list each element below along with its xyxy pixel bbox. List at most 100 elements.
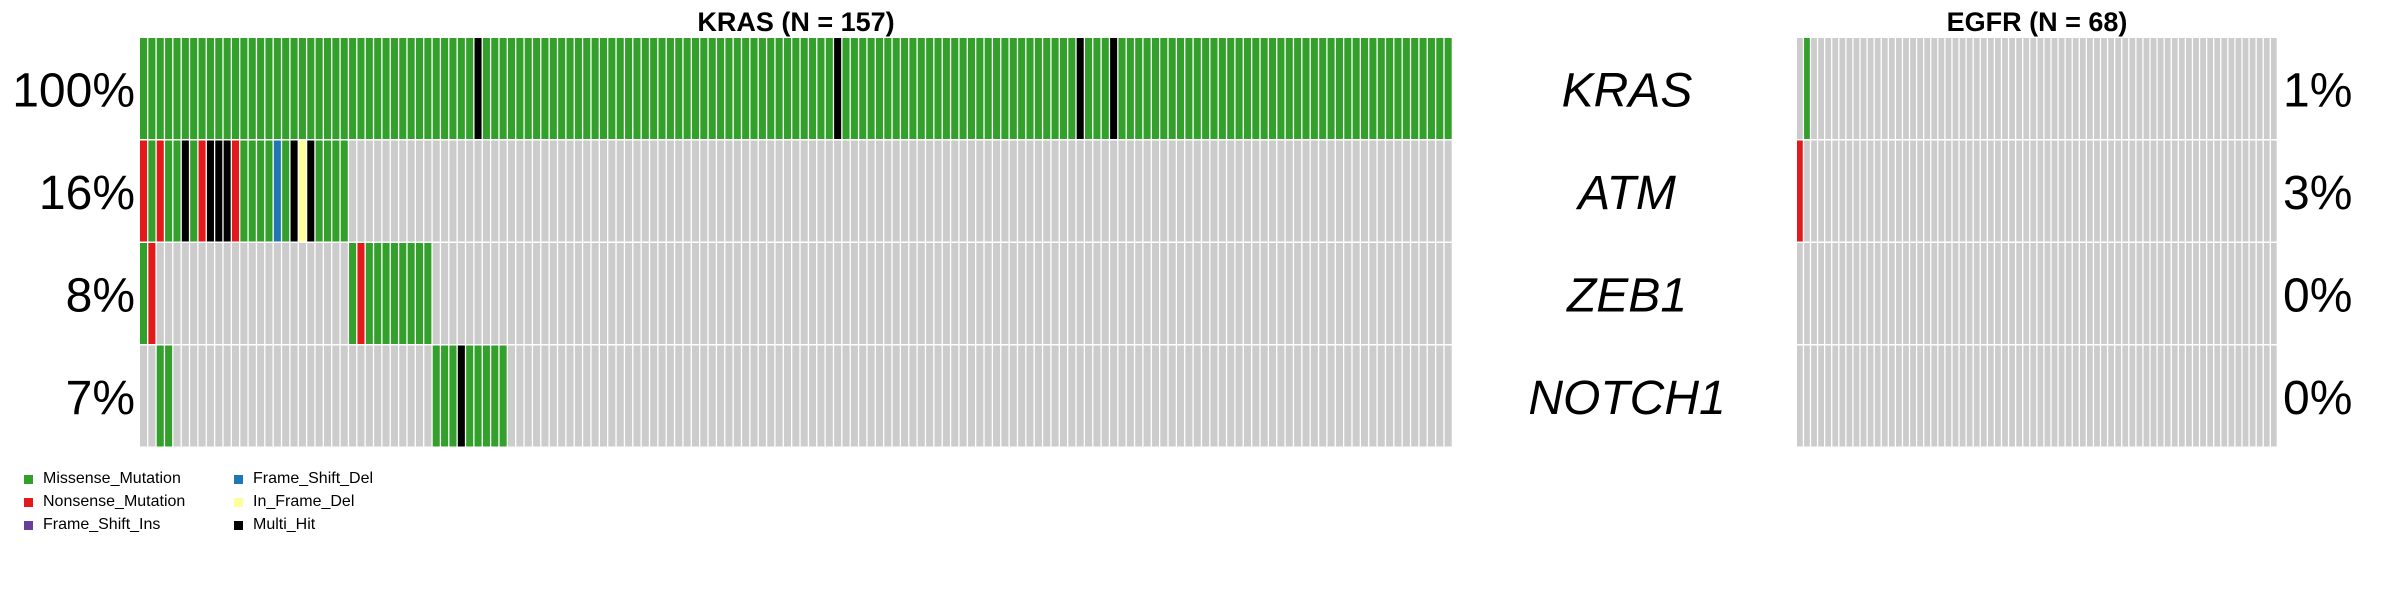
mutation-cell xyxy=(148,38,156,139)
mutation-cell xyxy=(683,38,691,139)
mutation-cell xyxy=(2002,140,2008,242)
mutation-cell xyxy=(850,140,858,242)
mutation-cell xyxy=(675,140,683,242)
mutation-cell xyxy=(942,243,950,344)
mutation-cell xyxy=(541,140,549,242)
mutation-cell xyxy=(1202,345,1210,447)
mutation-cell xyxy=(1302,140,1310,242)
mutation-cell xyxy=(2115,243,2122,344)
mutation-cell xyxy=(1931,38,1938,139)
mutation-cell xyxy=(658,140,666,242)
mutation-cell xyxy=(859,243,867,344)
mutation-cell xyxy=(1832,243,1839,344)
mutation-cell xyxy=(1294,38,1302,139)
mutation-cell xyxy=(2023,345,2030,447)
mutation-cell xyxy=(1818,345,1824,447)
mutation-cell xyxy=(1980,38,1987,139)
mutation-cell xyxy=(2263,243,2270,344)
mutation-cell xyxy=(967,243,975,344)
mutation-cell xyxy=(357,345,365,447)
mutation-cell xyxy=(223,345,231,447)
mutation-cell xyxy=(993,140,1001,242)
mutation-cell xyxy=(1043,38,1051,139)
mutation-cell xyxy=(1227,243,1235,344)
legend-swatch xyxy=(24,520,33,530)
legend-item: In_Frame_Del xyxy=(234,493,354,511)
mutation-cell xyxy=(1143,345,1151,447)
mutation-cell xyxy=(265,140,273,242)
mutation-cell xyxy=(1051,38,1059,139)
mutation-cell xyxy=(2171,140,2178,242)
mutation-cell xyxy=(482,345,490,447)
mutation-cell xyxy=(951,243,959,344)
mutation-cell xyxy=(365,38,373,139)
mutation-cell xyxy=(2143,38,2150,139)
mutation-cell xyxy=(323,243,332,344)
percent-label: 7% xyxy=(66,372,135,425)
mutation-cell xyxy=(382,243,390,344)
mutation-cell xyxy=(825,38,833,139)
mutation-cell xyxy=(2228,38,2235,139)
mutation-cell xyxy=(1210,38,1218,139)
mutation-cell xyxy=(842,345,850,447)
mutation-cell xyxy=(884,140,892,242)
mutation-cell xyxy=(1987,140,1994,242)
mutation-cell xyxy=(2171,345,2178,447)
mutation-cell xyxy=(1924,243,1931,344)
mutation-cell xyxy=(625,38,633,139)
mutation-cell xyxy=(1867,345,1874,447)
mutation-cell xyxy=(2164,345,2171,447)
mutation-cell xyxy=(2129,243,2136,344)
mutation-cell xyxy=(1059,345,1067,447)
mutation-cell xyxy=(1980,140,1987,242)
mutation-cell xyxy=(1018,243,1026,344)
mutation-cell xyxy=(608,345,616,447)
mutation-cell xyxy=(390,140,398,242)
mutation-cell xyxy=(1294,243,1302,344)
mutation-cell xyxy=(215,345,223,447)
mutation-cell xyxy=(1945,345,1952,447)
mutation-cell xyxy=(1839,140,1846,242)
mutation-cell xyxy=(591,140,599,242)
mutation-cell xyxy=(2030,243,2037,344)
mutation-cell xyxy=(2200,345,2206,447)
mutation-cell xyxy=(140,243,148,344)
mutation-cell xyxy=(625,140,633,242)
mutation-cell xyxy=(1001,38,1009,139)
mutation-cell xyxy=(2235,38,2242,139)
mutation-cell xyxy=(2115,345,2122,447)
mutation-cell xyxy=(1160,345,1168,447)
mutation-cell xyxy=(750,345,758,447)
mutation-cell xyxy=(2157,140,2164,242)
mutation-cell xyxy=(156,140,164,242)
mutation-cell xyxy=(181,243,189,344)
mutation-cell xyxy=(282,140,290,242)
mutation-cell xyxy=(1252,140,1260,242)
mutation-cell xyxy=(1888,243,1895,344)
mutation-cell xyxy=(2242,243,2249,344)
mutation-cell xyxy=(223,243,231,344)
mutation-cell xyxy=(742,38,750,139)
mutation-cell xyxy=(1959,38,1966,139)
mutation-cell xyxy=(2037,140,2044,242)
mutation-cell xyxy=(1285,243,1293,344)
mutation-cell xyxy=(516,140,524,242)
mutation-cell xyxy=(1269,345,1277,447)
mutation-cell xyxy=(374,243,382,344)
mutation-cell xyxy=(1269,38,1277,139)
mutation-cell xyxy=(390,345,398,447)
mutation-cell xyxy=(1285,345,1293,447)
mutation-cell xyxy=(332,38,340,139)
mutation-cell xyxy=(365,345,373,447)
mutation-cell xyxy=(708,38,716,139)
mutation-cell xyxy=(2221,243,2228,344)
mutation-cell xyxy=(2030,140,2037,242)
mutation-cell xyxy=(457,243,465,344)
mutation-cell xyxy=(499,140,507,242)
mutation-cell xyxy=(1327,345,1335,447)
mutation-cell xyxy=(633,243,641,344)
mutation-cell xyxy=(390,38,398,139)
mutation-cell xyxy=(1938,243,1945,344)
mutation-cell xyxy=(1218,345,1226,447)
mutation-cell xyxy=(658,38,666,139)
